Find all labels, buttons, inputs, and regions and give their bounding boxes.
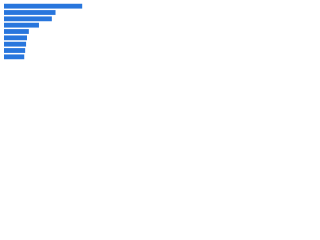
bar (4, 22, 39, 28)
page: (() => { const data = JSON.parse(documen… (0, 0, 320, 71)
bar (4, 35, 27, 41)
bar (4, 54, 25, 60)
bar (4, 48, 26, 53)
bar (4, 3, 83, 9)
bar (4, 10, 56, 15)
chart (4, 3, 83, 60)
bar (4, 29, 29, 34)
bar (4, 41, 27, 47)
bar (4, 16, 52, 22)
